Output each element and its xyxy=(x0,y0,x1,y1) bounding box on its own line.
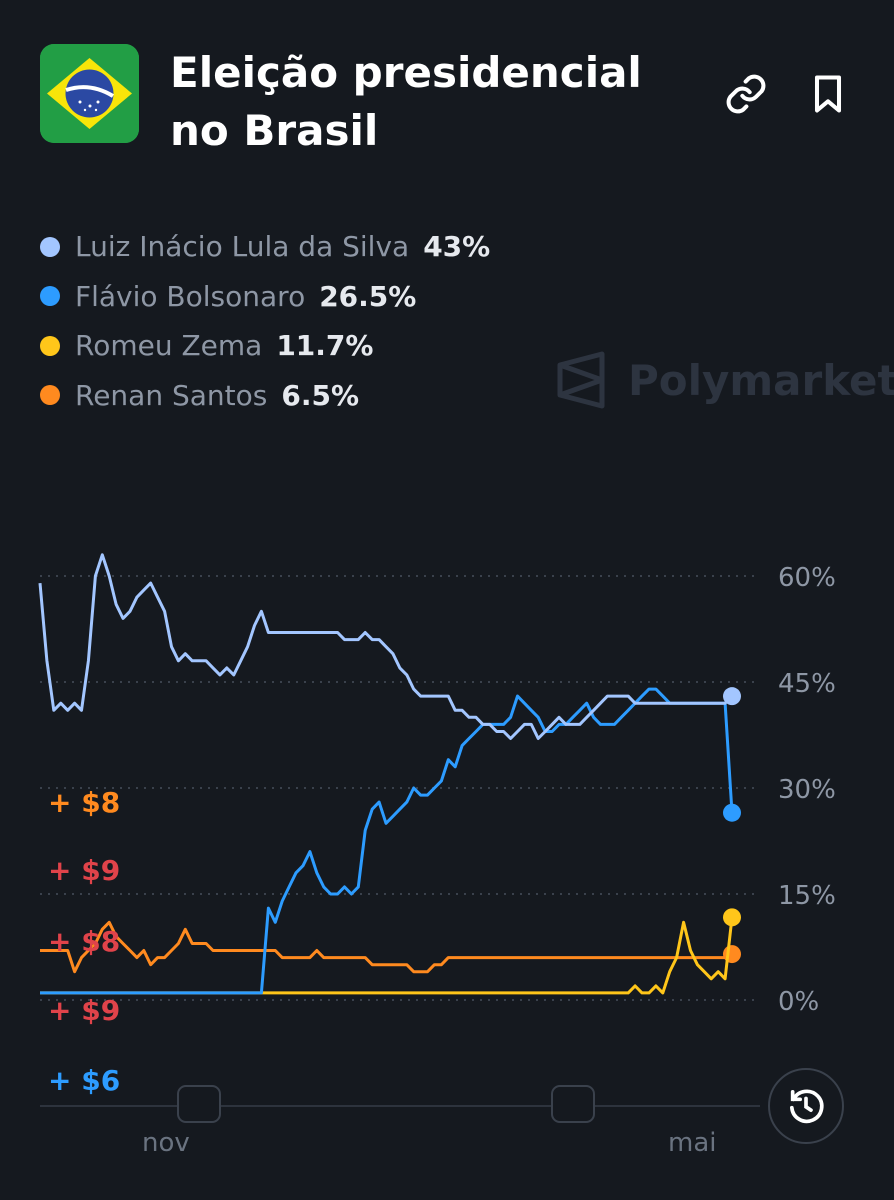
chart-legend: Luiz Inácio Lula da Silva 43% Flávio Bol… xyxy=(40,222,490,420)
legend-item-lula[interactable]: Luiz Inácio Lula da Silva 43% xyxy=(40,222,490,272)
pnl-label: + $8 xyxy=(48,786,121,819)
pnl-label: + $9 xyxy=(48,854,121,887)
series-line-fl-vio-bolsonaro[interactable] xyxy=(40,687,734,995)
pnl-label: + $9 xyxy=(48,994,121,1027)
title-line-2: no Brasil xyxy=(170,106,379,155)
x-tick-label: nov xyxy=(142,1128,190,1158)
history-button[interactable] xyxy=(768,1068,844,1144)
legend-dot xyxy=(40,385,60,406)
title-line-1: Eleição presidencial xyxy=(170,48,642,97)
legend-value: 6.5% xyxy=(281,378,360,412)
legend-dot xyxy=(40,335,60,356)
price-chart[interactable]: 60% 45% 30% 15% 0% xyxy=(0,520,894,1160)
market-header: Eleição presidencial no Brasil xyxy=(0,0,894,180)
range-handle[interactable] xyxy=(177,1085,221,1123)
y-tick-label: 45% xyxy=(778,669,836,699)
y-tick-label: 30% xyxy=(778,775,836,805)
series-line-luiz-in-cio-lula-da-silva[interactable] xyxy=(38,553,734,740)
link-icon[interactable] xyxy=(724,72,768,116)
series-line-renan-santos[interactable] xyxy=(40,920,733,974)
y-tick-label: 60% xyxy=(778,563,836,593)
pnl-label: + $8 xyxy=(48,925,121,958)
page-title: Eleição presidencial no Brasil xyxy=(170,44,690,160)
legend-name: Luiz Inácio Lula da Silva xyxy=(75,230,410,264)
range-handle[interactable] xyxy=(551,1085,595,1123)
polymarket-watermark: Polymarket xyxy=(556,350,894,410)
pnl-label: + $6 xyxy=(48,1064,121,1097)
legend-name: Renan Santos xyxy=(75,378,268,412)
series-end-point[interactable] xyxy=(723,908,741,927)
legend-value: 43% xyxy=(423,230,491,264)
legend-item-bolsonaro[interactable]: Flávio Bolsonaro 26.5% xyxy=(40,272,490,322)
legend-item-santos[interactable]: Renan Santos 6.5% xyxy=(40,371,490,421)
legend-name: Flávio Bolsonaro xyxy=(75,279,306,313)
series-line-romeu-zema[interactable] xyxy=(40,917,734,995)
legend-item-zema[interactable]: Romeu Zema 11.7% xyxy=(40,321,490,371)
brazil-flag-icon xyxy=(40,44,139,143)
watermark-text: Polymarket xyxy=(628,355,894,405)
y-tick-label: 0% xyxy=(778,987,819,1017)
x-tick-label: mai xyxy=(668,1128,717,1158)
series-end-point[interactable] xyxy=(723,803,741,822)
legend-name: Romeu Zema xyxy=(75,329,263,363)
clock-history-icon xyxy=(790,1089,824,1124)
series-end-point[interactable] xyxy=(723,687,741,706)
y-tick-label: 15% xyxy=(778,881,836,911)
legend-value: 26.5% xyxy=(319,279,417,313)
legend-value: 11.7% xyxy=(276,329,374,363)
polymarket-logo-icon xyxy=(557,351,605,409)
legend-dot xyxy=(40,286,60,307)
legend-dot xyxy=(40,236,60,257)
bookmark-icon[interactable] xyxy=(806,72,850,116)
